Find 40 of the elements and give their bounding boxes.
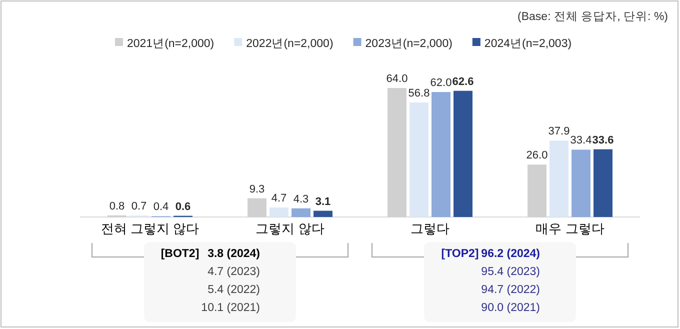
x-tick-label: 그렇다: [410, 221, 450, 236]
text: [BOT2]: [160, 248, 200, 260]
text: (Base: 전체 응답자, 단위: %): [518, 11, 668, 23]
bar: [572, 150, 590, 217]
data-label: 0.8: [109, 200, 125, 212]
data-label: 62.0: [430, 77, 452, 90]
data-label: 0.6: [175, 200, 191, 213]
x-tick-label: 그렇지 않다: [256, 221, 324, 236]
data-label: 26.0: [526, 150, 548, 162]
data-label: 33.4: [570, 134, 592, 147]
text: [TOP2]: [441, 248, 479, 260]
text: 4.7 (2023): [208, 266, 260, 278]
data-label: 4.7: [271, 192, 287, 205]
bar: [432, 92, 450, 217]
text: 94.7 (2022): [481, 284, 540, 296]
text: 95.4 (2023): [481, 266, 540, 278]
data-label: 56.8: [408, 88, 430, 100]
text: 5.4 (2022): [208, 284, 260, 296]
bar: [292, 208, 310, 217]
text: 96.2 (2024): [481, 248, 540, 260]
data-label: 4.3: [293, 193, 309, 206]
data-label: 0.7: [131, 200, 147, 213]
x-tick-label: 매우 그렇다: [536, 221, 604, 236]
text: 3.8 (2024): [208, 248, 260, 260]
data-label: 3.1: [315, 196, 331, 208]
bar: [454, 90, 472, 217]
bar: [594, 149, 612, 217]
text: 90.0 (2021): [481, 302, 540, 314]
data-label: 37.9: [548, 126, 570, 138]
bar: [550, 140, 568, 217]
bar: [410, 102, 428, 217]
x-tick-label: 전혀 그렇지 않다: [100, 221, 200, 236]
bar: [270, 208, 288, 217]
data-label: 64.0: [386, 73, 408, 85]
data-label: 33.6: [592, 134, 614, 146]
data-label: 0.4: [153, 201, 169, 214]
data-label: 62.6: [452, 76, 474, 88]
text: 10.1 (2021): [201, 302, 260, 314]
bar: [314, 210, 332, 217]
data-label: 9.3: [249, 183, 265, 196]
